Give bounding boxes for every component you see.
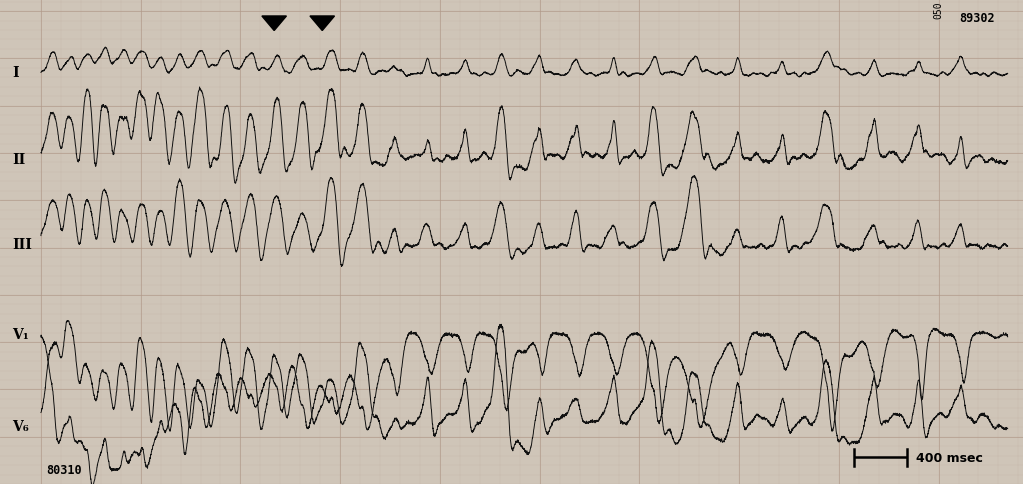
Text: 050: 050 <box>933 2 943 19</box>
Text: 80310: 80310 <box>46 463 82 476</box>
Text: V₆: V₆ <box>12 419 29 433</box>
Text: III: III <box>12 238 32 251</box>
Text: 400 msec: 400 msec <box>916 451 982 464</box>
Text: II: II <box>12 153 26 166</box>
Text: 89302: 89302 <box>960 12 995 25</box>
Polygon shape <box>262 17 286 31</box>
Polygon shape <box>310 17 335 31</box>
Text: I: I <box>12 66 18 79</box>
Text: V₁: V₁ <box>12 327 29 341</box>
